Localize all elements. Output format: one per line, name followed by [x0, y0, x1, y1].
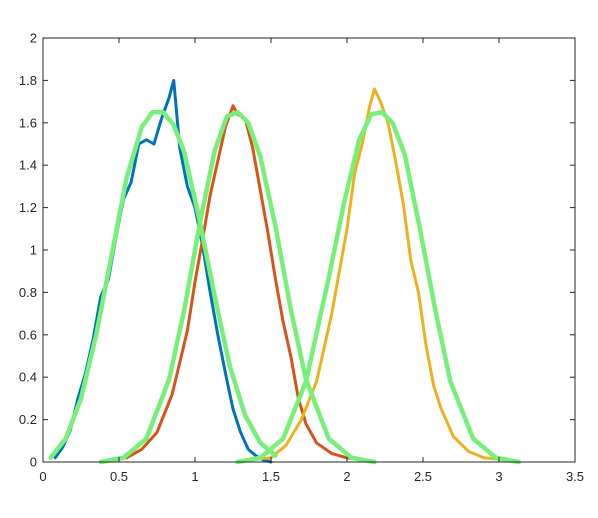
x-tick-label: 0 [39, 469, 46, 484]
x-tick-label: 1 [191, 469, 198, 484]
fit-curve-1 [48, 109, 278, 461]
y-tick-label: 0.2 [19, 412, 37, 427]
x-axis: 0 0.5 1 1.5 2 2.5 3 3.5 [39, 38, 584, 484]
fit-curve-2 [98, 109, 377, 465]
y-axis: 0 0.2 0.4 0.6 0.8 1 1.2 1.4 1.6 1.8 2 [19, 31, 575, 470]
x-tick-label: 3 [495, 469, 502, 484]
y-tick-label: 1.8 [19, 73, 37, 88]
fit-curve-3 [235, 109, 522, 465]
y-tick-label: 0.6 [19, 327, 37, 342]
y-tick-label: 0.8 [19, 285, 37, 300]
x-tick-label: 1.5 [262, 469, 280, 484]
empirical-series-3 [246, 87, 509, 462]
x-tick-label: 0.5 [110, 469, 128, 484]
series-layer [48, 78, 522, 465]
x-tick-label: 2.5 [414, 469, 432, 484]
x-tick-label: 3.5 [566, 469, 584, 484]
y-tick-label: 1.6 [19, 115, 37, 130]
x-tick-label: 2 [343, 469, 350, 484]
y-tick-label: 1.4 [19, 158, 37, 173]
y-tick-label: 0 [30, 455, 37, 470]
y-tick-label: 2 [30, 31, 37, 46]
y-tick-label: 0.4 [19, 370, 37, 385]
y-tick-label: 1 [30, 243, 37, 258]
y-tick-label: 1.2 [19, 200, 37, 215]
